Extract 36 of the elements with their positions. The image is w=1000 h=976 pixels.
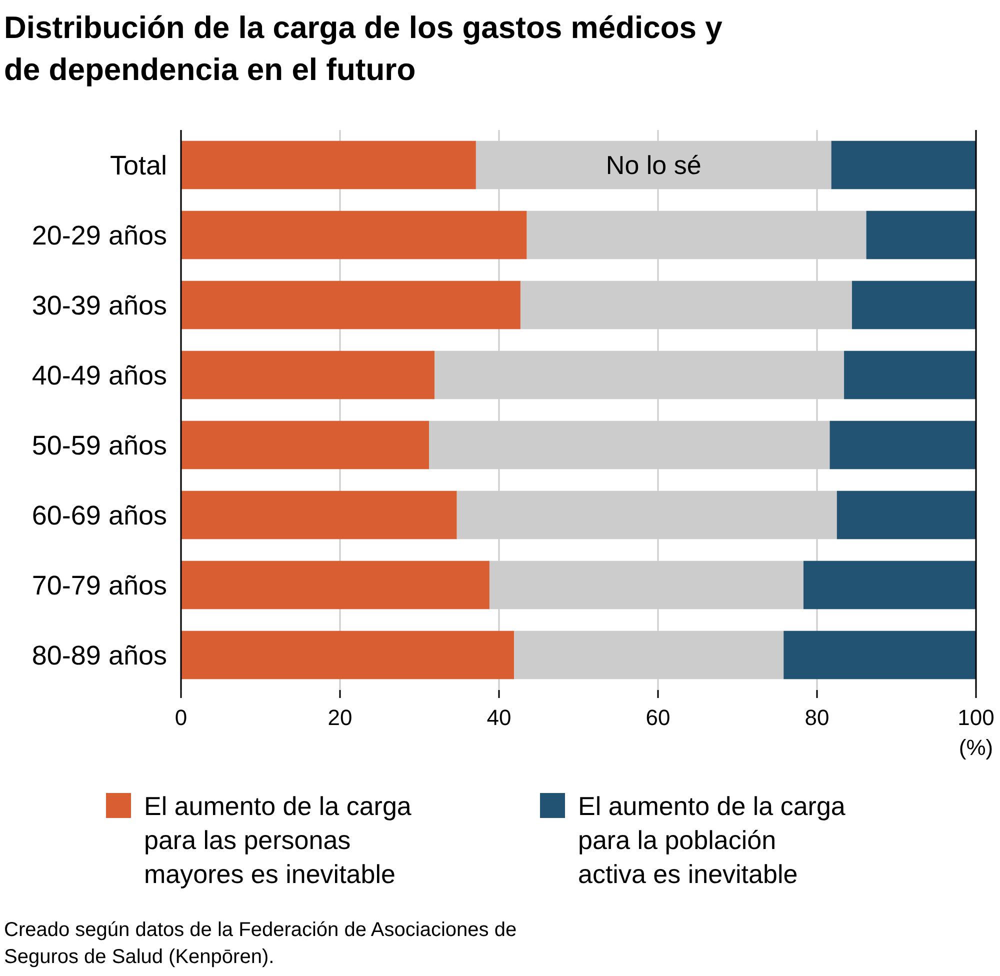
- bar: [852, 280, 976, 330]
- bar: [181, 420, 430, 470]
- y-tick-label: 70-79 años: [32, 570, 167, 600]
- bar: [844, 350, 976, 400]
- y-tick-label: 50-59 años: [32, 430, 167, 460]
- bar: [181, 350, 435, 400]
- x-axis-title: (%): [958, 735, 994, 760]
- bar: [784, 630, 976, 680]
- series-label: No lo sé: [606, 150, 702, 180]
- x-tick-label: 0: [174, 705, 188, 730]
- legend-label: El aumento de la carga para la población activa es inevitable: [578, 791, 846, 889]
- legend-label: El aumento de la carga para las personas mayores es inevitable: [144, 791, 412, 889]
- bar: [181, 630, 514, 680]
- bar: [181, 210, 527, 260]
- bar: [181, 140, 476, 190]
- x-tick-label: 60: [646, 705, 670, 730]
- x-tick-label: 100: [958, 705, 994, 730]
- bar: [831, 140, 976, 190]
- x-tick-label: 40: [486, 705, 512, 730]
- bar: [181, 280, 520, 330]
- y-tick-label: 80-89 años: [32, 640, 167, 670]
- bar: [830, 420, 976, 470]
- y-tick-label: 20-29 años: [32, 220, 167, 250]
- bar: [181, 560, 490, 610]
- y-tick-label: 30-39 años: [32, 290, 167, 320]
- x-tick-label: 20: [328, 705, 352, 730]
- bar: [866, 210, 976, 260]
- y-tick-label: 60-69 años: [32, 500, 167, 530]
- y-tick-label: Total: [110, 150, 167, 180]
- bar: [803, 560, 976, 610]
- bar: [181, 490, 457, 540]
- bar: [836, 490, 976, 540]
- y-tick-label: 40-49 años: [32, 360, 167, 390]
- x-tick-label: 80: [804, 705, 830, 730]
- text: Creado según datos de la Federación de Asociaciones de Seguros de Salud (Kenpōren).: [4, 919, 517, 968]
- chart-title: Distribución de la carga de los gastos médicos y de dependencia en el futuro: [4, 10, 724, 87]
